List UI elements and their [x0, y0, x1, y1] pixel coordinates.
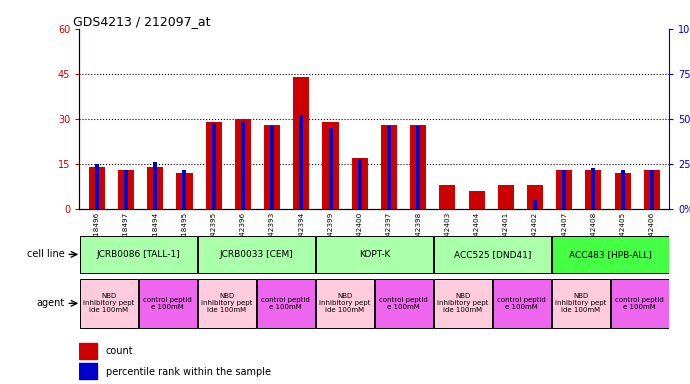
Text: ACC483 [HPB-ALL]: ACC483 [HPB-ALL]: [569, 250, 652, 259]
FancyBboxPatch shape: [493, 279, 551, 328]
Bar: [235, 119, 251, 209]
Bar: [650, 170, 654, 209]
FancyBboxPatch shape: [198, 236, 315, 273]
Text: control peptid
e 100mM: control peptid e 100mM: [262, 297, 310, 310]
Bar: [79, 363, 97, 379]
Bar: [124, 170, 128, 209]
Text: agent: agent: [37, 298, 65, 308]
Bar: [562, 170, 566, 209]
Bar: [153, 162, 157, 209]
Bar: [527, 185, 543, 209]
FancyBboxPatch shape: [316, 279, 374, 328]
FancyBboxPatch shape: [198, 279, 256, 328]
Bar: [270, 126, 274, 209]
Bar: [357, 159, 362, 209]
Text: percentile rank within the sample: percentile rank within the sample: [106, 367, 271, 377]
Text: NBD
inhibitory pept
ide 100mM: NBD inhibitory pept ide 100mM: [437, 293, 489, 313]
Bar: [381, 125, 397, 209]
Bar: [147, 167, 164, 209]
Text: NBD
inhibitory pept
ide 100mM: NBD inhibitory pept ide 100mM: [83, 293, 135, 313]
FancyBboxPatch shape: [257, 279, 315, 328]
FancyBboxPatch shape: [375, 279, 433, 328]
Bar: [615, 173, 631, 209]
Bar: [293, 77, 309, 209]
FancyBboxPatch shape: [316, 236, 433, 273]
Bar: [79, 343, 97, 359]
Text: KOPT-K: KOPT-K: [359, 250, 390, 259]
Text: NBD
inhibitory pept
ide 100mM: NBD inhibitory pept ide 100mM: [555, 293, 607, 313]
FancyBboxPatch shape: [80, 236, 197, 273]
Bar: [416, 126, 420, 209]
FancyBboxPatch shape: [80, 279, 138, 328]
Bar: [118, 170, 134, 209]
Bar: [591, 168, 595, 209]
Bar: [352, 158, 368, 209]
Bar: [328, 128, 333, 209]
Bar: [497, 185, 514, 209]
Bar: [620, 170, 624, 209]
Text: NBD
inhibitory pept
ide 100mM: NBD inhibitory pept ide 100mM: [201, 293, 253, 313]
Text: control peptid
e 100mM: control peptid e 100mM: [144, 297, 193, 310]
FancyBboxPatch shape: [611, 279, 669, 328]
Text: ACC525 [DND41]: ACC525 [DND41]: [453, 250, 531, 259]
FancyBboxPatch shape: [139, 279, 197, 328]
Bar: [177, 173, 193, 209]
Text: cell line: cell line: [27, 249, 65, 260]
Bar: [212, 122, 216, 209]
Bar: [206, 122, 221, 209]
FancyBboxPatch shape: [552, 279, 610, 328]
FancyBboxPatch shape: [434, 236, 551, 273]
Text: NBD
inhibitory pept
ide 100mM: NBD inhibitory pept ide 100mM: [319, 293, 371, 313]
Text: count: count: [106, 346, 134, 356]
Bar: [556, 170, 572, 209]
Bar: [264, 125, 280, 209]
Bar: [89, 167, 105, 209]
FancyBboxPatch shape: [434, 279, 492, 328]
Bar: [95, 164, 99, 209]
Text: JCRB0086 [TALL-1]: JCRB0086 [TALL-1]: [97, 250, 180, 259]
Bar: [533, 200, 537, 209]
Bar: [182, 170, 186, 209]
Text: GDS4213 / 212097_at: GDS4213 / 212097_at: [73, 15, 211, 28]
Bar: [387, 126, 391, 209]
Text: JCRB0033 [CEM]: JCRB0033 [CEM]: [219, 250, 293, 259]
Bar: [410, 125, 426, 209]
Text: control peptid
e 100mM: control peptid e 100mM: [615, 297, 664, 310]
Bar: [585, 170, 602, 209]
Bar: [299, 116, 304, 209]
FancyBboxPatch shape: [552, 236, 669, 273]
Bar: [469, 191, 484, 209]
Text: control peptid
e 100mM: control peptid e 100mM: [497, 297, 546, 310]
Text: control peptid
e 100mM: control peptid e 100mM: [380, 297, 428, 310]
Bar: [644, 170, 660, 209]
Bar: [241, 121, 245, 209]
Bar: [440, 185, 455, 209]
Bar: [322, 122, 339, 209]
